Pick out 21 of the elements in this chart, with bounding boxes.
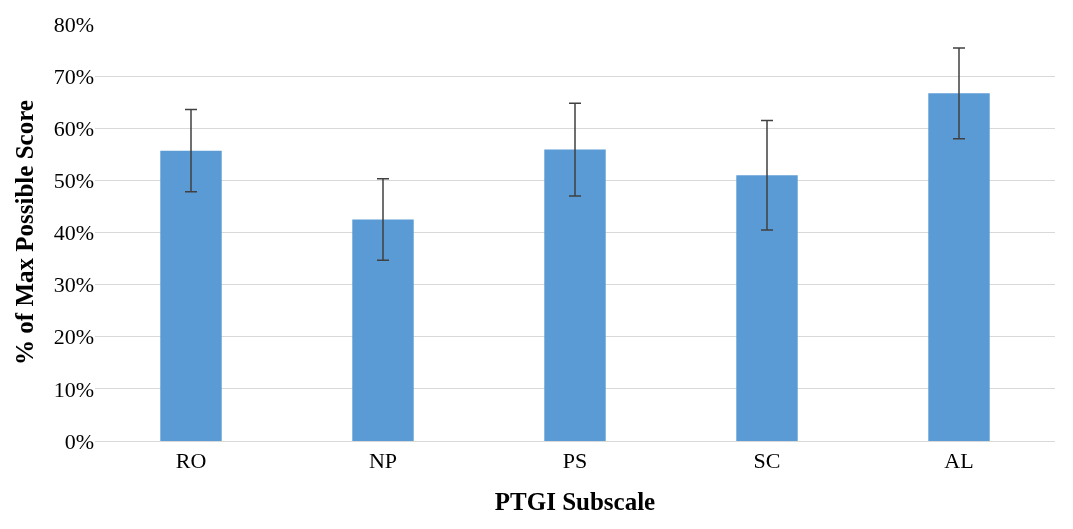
x-tick-label: SC — [753, 448, 781, 474]
y-tick-label: 60% — [53, 115, 94, 141]
y-axis-title: % of Max Possible Score — [11, 100, 39, 365]
y-tick-label: 80% — [53, 11, 94, 37]
y-tick-label: 0% — [64, 428, 94, 454]
bar — [352, 219, 414, 441]
x-tick-label: RO — [175, 448, 207, 474]
x-tick-label: NP — [368, 448, 398, 474]
y-tick-label: 40% — [53, 220, 94, 246]
x-tick-label: PS — [562, 448, 588, 474]
bar — [736, 175, 798, 441]
y-tick-label: 20% — [53, 324, 94, 350]
y-tick-label: 70% — [53, 63, 94, 89]
y-tick-label: 30% — [53, 272, 94, 298]
bar — [160, 150, 222, 441]
bar — [928, 93, 990, 441]
bar — [544, 149, 606, 441]
x-tick-label: AL — [944, 448, 974, 474]
x-axis-title: PTGI Subscale — [494, 488, 656, 516]
y-tick-label: 10% — [53, 376, 94, 402]
y-tick-label: 50% — [53, 168, 94, 194]
